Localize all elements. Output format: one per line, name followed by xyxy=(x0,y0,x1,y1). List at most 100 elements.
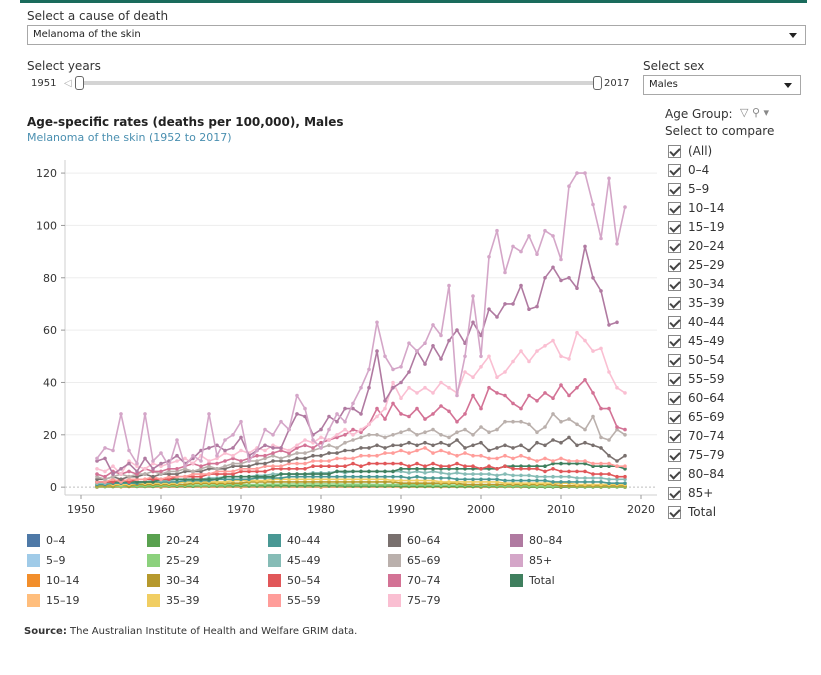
data-point[interactable] xyxy=(351,448,355,453)
data-point[interactable] xyxy=(607,406,611,411)
data-point[interactable] xyxy=(495,480,499,484)
data-point[interactable] xyxy=(567,480,571,484)
data-point[interactable] xyxy=(343,440,347,445)
filter-option[interactable]: 85+ xyxy=(668,485,713,501)
data-point[interactable] xyxy=(367,469,371,474)
data-point[interactable] xyxy=(463,477,467,482)
data-point[interactable] xyxy=(279,456,283,461)
data-point[interactable] xyxy=(311,438,315,442)
data-point[interactable] xyxy=(599,435,603,440)
data-point[interactable] xyxy=(327,443,331,448)
data-point[interactable] xyxy=(423,341,427,346)
filter-option[interactable]: 15–19 xyxy=(668,219,725,235)
data-point[interactable] xyxy=(495,456,499,461)
filter-option[interactable]: 60–64 xyxy=(668,390,725,406)
data-point[interactable] xyxy=(327,464,331,469)
data-point[interactable] xyxy=(455,393,459,398)
data-point[interactable] xyxy=(423,440,427,445)
checkbox-checked[interactable] xyxy=(668,486,681,500)
data-point[interactable] xyxy=(471,482,475,487)
data-point[interactable] xyxy=(543,391,547,395)
data-point[interactable] xyxy=(319,446,323,450)
data-point[interactable] xyxy=(279,459,283,463)
data-point[interactable] xyxy=(215,467,219,471)
legend-item[interactable]: 50–54 xyxy=(268,573,321,587)
data-point[interactable] xyxy=(327,472,331,476)
data-point[interactable] xyxy=(535,440,539,445)
data-point[interactable] xyxy=(615,385,619,390)
data-point[interactable] xyxy=(527,473,531,478)
data-point[interactable] xyxy=(351,474,355,479)
data-point[interactable] xyxy=(295,480,299,484)
data-point[interactable] xyxy=(223,451,227,455)
data-point[interactable] xyxy=(199,474,203,479)
data-point[interactable] xyxy=(447,385,451,390)
data-point[interactable] xyxy=(551,480,555,484)
data-point[interactable] xyxy=(447,409,451,414)
data-point[interactable] xyxy=(303,467,307,471)
filter-option[interactable]: 75–79 xyxy=(668,447,725,463)
data-point[interactable] xyxy=(583,427,587,432)
data-point[interactable] xyxy=(351,406,355,411)
data-point[interactable] xyxy=(535,481,539,486)
data-point[interactable] xyxy=(143,477,147,482)
data-point[interactable] xyxy=(447,467,451,471)
data-point[interactable] xyxy=(623,464,627,469)
data-point[interactable] xyxy=(439,440,443,445)
data-point[interactable] xyxy=(175,438,179,442)
data-point[interactable] xyxy=(351,469,355,474)
data-point[interactable] xyxy=(399,448,403,453)
data-point[interactable] xyxy=(527,393,531,398)
data-point[interactable] xyxy=(287,453,291,458)
data-point[interactable] xyxy=(279,480,283,484)
data-point[interactable] xyxy=(455,467,459,471)
data-point[interactable] xyxy=(199,464,203,469)
data-point[interactable] xyxy=(407,464,411,469)
data-point[interactable] xyxy=(95,480,99,484)
data-point[interactable] xyxy=(335,446,339,450)
data-point[interactable] xyxy=(215,480,219,484)
data-point[interactable] xyxy=(583,469,587,474)
data-point[interactable] xyxy=(471,477,475,482)
data-point[interactable] xyxy=(143,456,147,461)
data-point[interactable] xyxy=(367,367,371,372)
data-point[interactable] xyxy=(351,480,355,484)
checkbox-checked[interactable] xyxy=(668,258,681,272)
data-point[interactable] xyxy=(471,472,475,476)
series-line[interactable] xyxy=(96,331,626,475)
data-point[interactable] xyxy=(239,464,243,469)
data-point[interactable] xyxy=(607,438,611,442)
data-point[interactable] xyxy=(223,474,227,479)
data-point[interactable] xyxy=(559,257,563,262)
data-point[interactable] xyxy=(527,478,531,483)
data-point[interactable] xyxy=(279,446,283,450)
data-point[interactable] xyxy=(311,477,315,482)
data-point[interactable] xyxy=(287,474,291,479)
data-point[interactable] xyxy=(399,469,403,474)
data-point[interactable] xyxy=(519,473,523,478)
data-point[interactable] xyxy=(351,433,355,437)
data-point[interactable] xyxy=(119,472,123,476)
data-point[interactable] xyxy=(479,477,483,482)
data-point[interactable] xyxy=(119,480,123,484)
data-point[interactable] xyxy=(407,370,411,374)
data-point[interactable] xyxy=(391,367,395,372)
data-point[interactable] xyxy=(231,472,235,476)
data-point[interactable] xyxy=(367,477,371,482)
data-point[interactable] xyxy=(575,469,579,474)
data-point[interactable] xyxy=(247,469,251,474)
data-point[interactable] xyxy=(575,476,579,480)
legend-item[interactable]: 70–74 xyxy=(388,573,441,587)
data-point[interactable] xyxy=(151,467,155,471)
data-point[interactable] xyxy=(567,393,571,398)
data-point[interactable] xyxy=(591,461,595,466)
data-point[interactable] xyxy=(391,482,395,487)
data-point[interactable] xyxy=(263,469,267,474)
data-point[interactable] xyxy=(255,469,259,474)
data-point[interactable] xyxy=(615,477,619,482)
data-point[interactable] xyxy=(439,471,443,475)
data-point[interactable] xyxy=(591,476,595,480)
data-point[interactable] xyxy=(183,477,187,482)
data-point[interactable] xyxy=(111,480,115,484)
data-point[interactable] xyxy=(503,393,507,398)
